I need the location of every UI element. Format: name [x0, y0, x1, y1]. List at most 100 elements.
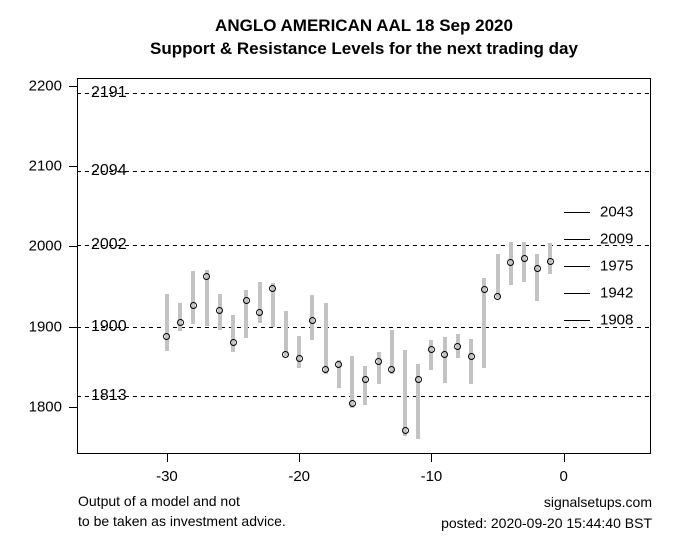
x-axis-tick	[299, 454, 301, 462]
next-day-level-label: 2043	[600, 203, 634, 221]
close-marker	[401, 426, 409, 434]
close-marker	[467, 352, 475, 360]
close-marker	[295, 355, 303, 363]
close-marker	[441, 351, 449, 359]
price-range-bar	[350, 356, 355, 408]
price-range-bar	[469, 339, 474, 385]
close-marker	[414, 376, 422, 384]
support-resistance-label: 1900	[91, 317, 127, 335]
price-range-bar	[482, 277, 487, 368]
price-range-bar	[257, 281, 262, 323]
posted-timestamp: posted: 2020-09-20 15:44:40 BST	[441, 515, 652, 531]
next-day-level-segment	[564, 320, 590, 322]
next-day-level-segment	[564, 239, 590, 241]
next-day-level-segment	[564, 266, 590, 268]
chart-title: ANGLO AMERICAN AAL 18 Sep 2020	[215, 16, 513, 35]
next-day-level-segment	[564, 292, 590, 294]
close-marker	[322, 366, 330, 374]
x-axis-tick	[563, 454, 565, 462]
close-marker	[507, 258, 515, 266]
close-marker	[454, 343, 462, 351]
y-axis-tick-label: 1800	[28, 398, 62, 416]
x-axis-tick-label: -30	[156, 468, 178, 485]
price-range-bar	[522, 241, 527, 283]
price-range-bar	[297, 336, 302, 369]
close-marker	[242, 296, 250, 304]
x-axis-tick-label: -10	[420, 468, 443, 485]
y-axis-tick	[69, 166, 77, 168]
price-range-bar	[204, 269, 209, 326]
close-marker	[176, 319, 184, 327]
close-marker	[308, 316, 316, 324]
close-marker	[269, 285, 277, 293]
price-range-bar	[270, 283, 275, 327]
price-range-bar	[389, 329, 394, 374]
close-marker	[361, 376, 369, 384]
support-resistance-line	[77, 326, 651, 328]
close-marker	[216, 307, 224, 315]
price-range-bar	[178, 302, 183, 331]
price-range-bar	[231, 315, 236, 353]
price-range-bar	[191, 271, 196, 325]
y-axis-tick-label: 2100	[28, 157, 62, 175]
close-marker	[256, 308, 264, 316]
close-marker	[203, 272, 211, 280]
y-axis-tick	[69, 85, 77, 87]
next-day-level-label: 1975	[600, 257, 634, 275]
disclaimer-line-1: Output of a model and not	[78, 493, 240, 509]
support-resistance-label: 2002	[91, 235, 127, 253]
close-marker	[163, 332, 171, 340]
support-resistance-label: 2094	[91, 161, 127, 179]
price-range-bar	[416, 364, 421, 440]
close-marker	[189, 302, 197, 310]
next-day-level-label: 1908	[600, 311, 634, 329]
x-axis-tick-label: -20	[288, 468, 311, 485]
close-marker	[520, 254, 528, 262]
close-marker	[494, 292, 502, 300]
price-range-bar	[363, 365, 368, 405]
close-marker	[229, 339, 237, 347]
next-day-level-label: 2009	[600, 230, 634, 248]
price-range-bar	[403, 349, 407, 436]
price-range-bar	[376, 351, 381, 384]
x-axis-tick	[166, 454, 168, 462]
price-range-bar	[283, 311, 288, 356]
x-axis-tick-label: 0	[559, 468, 568, 485]
close-marker	[282, 351, 290, 359]
next-day-level-segment	[564, 211, 590, 213]
support-resistance-label: 2191	[91, 83, 127, 101]
price-range-bar	[323, 302, 328, 374]
close-marker	[335, 360, 343, 368]
x-axis-tick	[431, 454, 433, 462]
close-marker	[546, 258, 554, 266]
y-axis-tick	[69, 406, 77, 408]
y-axis-tick-label: 1900	[28, 318, 62, 336]
support-resistance-line	[77, 170, 651, 172]
next-day-level-label: 1942	[600, 284, 634, 302]
close-marker	[533, 265, 541, 273]
support-resistance-label: 1813	[91, 387, 127, 405]
price-range-bar	[429, 340, 434, 370]
plot-area	[77, 78, 651, 454]
close-marker	[480, 286, 488, 294]
website-credit: signalsetups.com	[543, 494, 652, 510]
close-marker	[375, 357, 383, 365]
close-marker	[348, 400, 356, 408]
price-range-bar	[164, 293, 169, 351]
y-axis-tick	[69, 326, 77, 328]
chart-subtitle: Support & Resistance Levels for the next…	[150, 39, 578, 58]
price-range-bar	[336, 360, 341, 388]
price-range-bar	[244, 290, 249, 338]
price-range-bar	[495, 254, 500, 298]
price-range-bar	[535, 254, 540, 301]
support-resistance-line	[77, 244, 651, 246]
close-marker	[427, 345, 435, 353]
support-resistance-line	[77, 92, 651, 94]
price-range-bar	[442, 337, 447, 383]
y-axis-tick-label: 2200	[28, 77, 62, 95]
disclaimer-line-2: to be taken as investment advice.	[78, 513, 286, 529]
y-axis-tick-label: 2000	[28, 237, 62, 255]
close-marker	[388, 365, 396, 373]
y-axis-tick	[69, 246, 77, 248]
